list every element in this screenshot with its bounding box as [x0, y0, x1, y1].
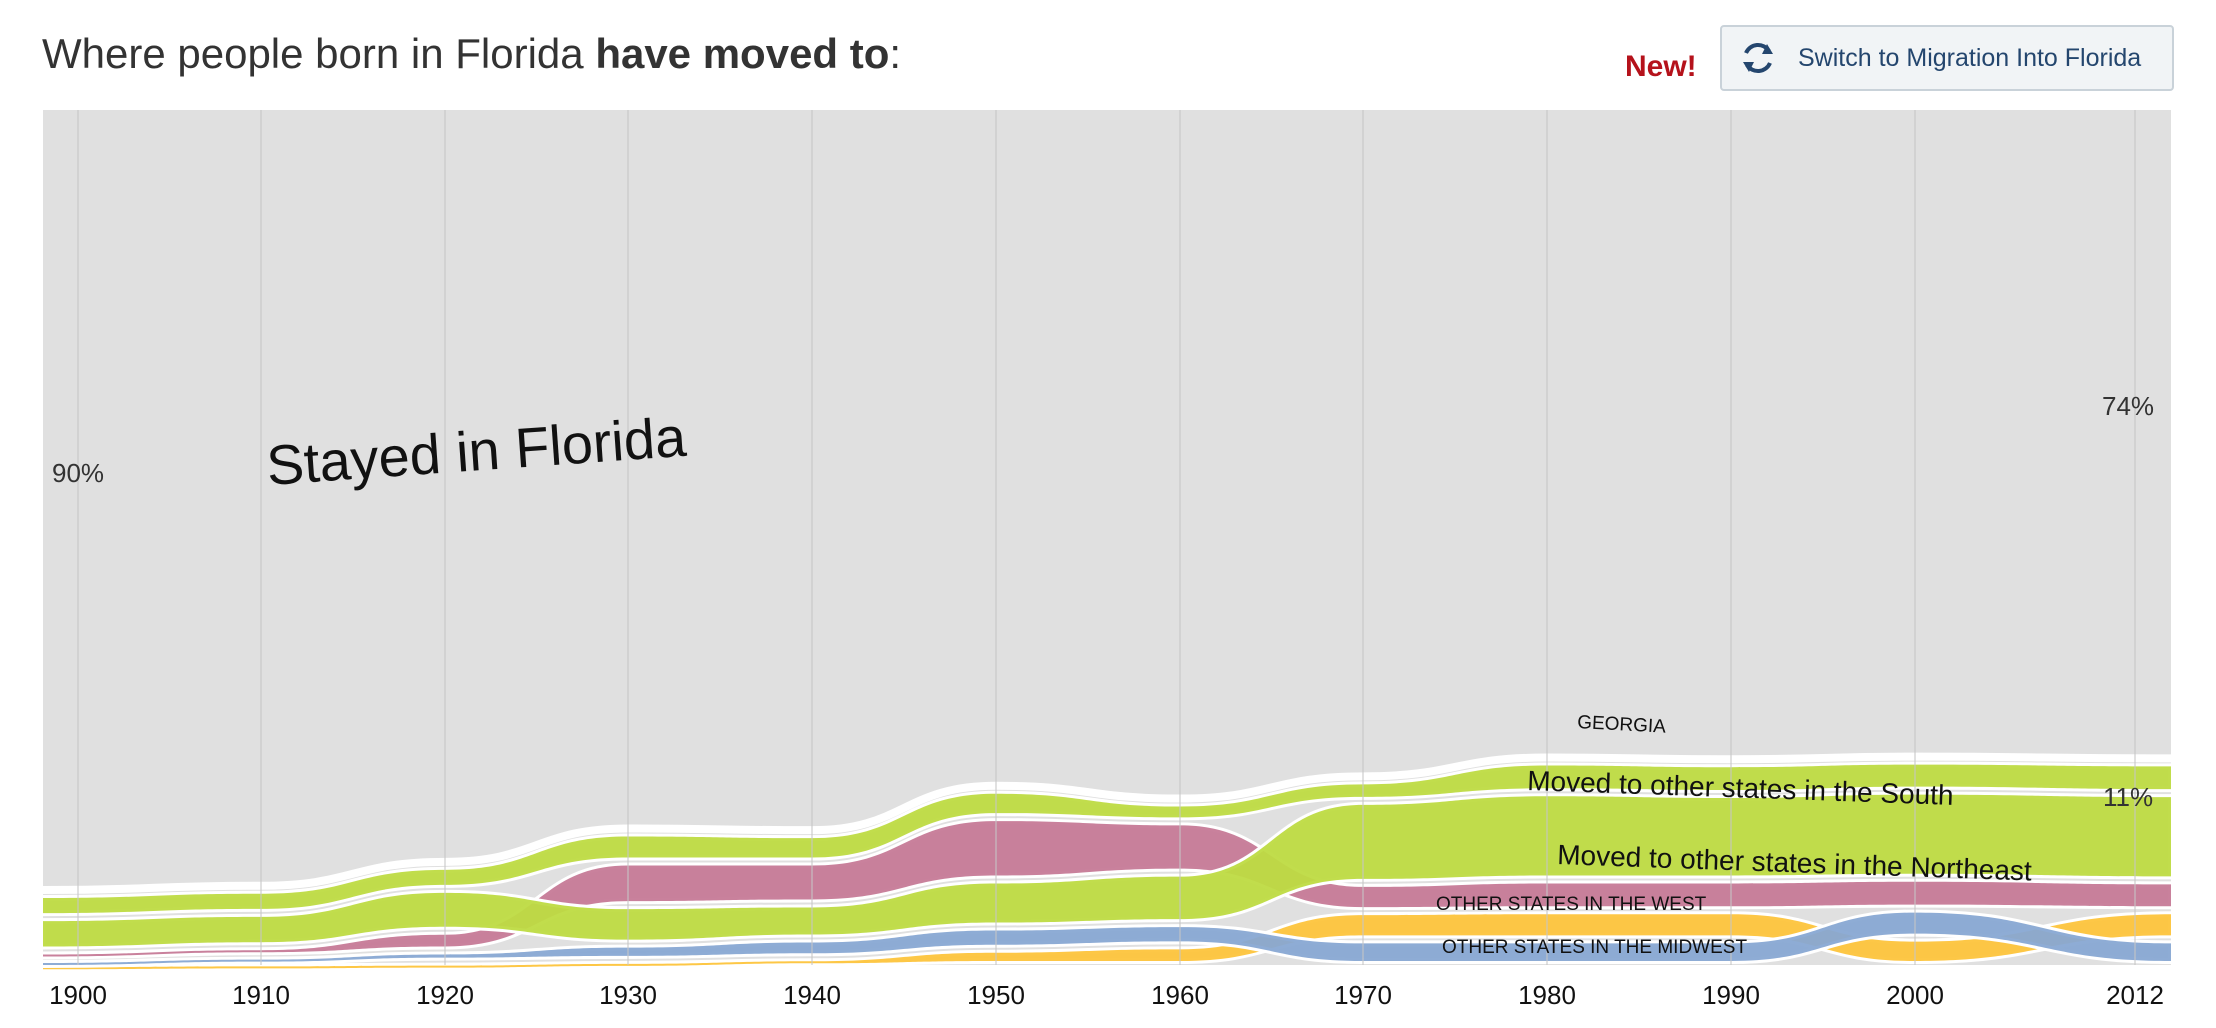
- label-end-south: 11%: [2103, 782, 2153, 812]
- label-georgia: GEORGIA: [1577, 712, 1667, 738]
- switch-migration-button[interactable]: Switch to Migration Into Florida: [1720, 25, 2174, 91]
- gridlines-overlay: [77, 110, 2136, 965]
- stayed-boundary: [42, 752, 2172, 895]
- x-tick-label-1900: 1900: [49, 980, 107, 1010]
- label-start-value: 90%: [52, 458, 104, 488]
- label-end-stayed: 74%: [2102, 391, 2154, 421]
- stream-midwest[interactable]: [40, 909, 2174, 969]
- chart-streams: [40, 110, 2174, 973]
- x-axis: 1900 1910 1920 1930 1940 1950 1960 1970 1980 1990…: [49, 980, 2164, 1010]
- x-tick-label-1970: 1970: [1334, 980, 1392, 1010]
- refresh-icon: [1743, 43, 1773, 73]
- x-tick-label-1940: 1940: [783, 980, 841, 1010]
- title-suffix: :: [889, 30, 902, 77]
- x-tick-label-1990: 1990: [1702, 980, 1760, 1010]
- x-tick-label-1960: 1960: [1151, 980, 1209, 1010]
- label-west: OTHER STATES IN THE WEST: [1436, 894, 1707, 915]
- x-tick-label-1930: 1930: [599, 980, 657, 1010]
- new-badge: New!: [1625, 50, 1697, 83]
- title-bold: have moved to: [595, 30, 890, 77]
- x-tick-label-1950: 1950: [967, 980, 1025, 1010]
- x-tick-label-2012: 2012: [2106, 980, 2164, 1010]
- label-midwest: OTHER STATES IN THE MIDWEST: [1442, 937, 1747, 958]
- title-regular: Where people born in Florida: [42, 30, 596, 77]
- x-tick-label-1910: 1910: [232, 980, 290, 1010]
- stream-south[interactable]: [40, 791, 2174, 950]
- switch-button-label: Switch to Migration Into Florida: [1798, 43, 2142, 72]
- stream-georgia[interactable]: [40, 761, 2174, 917]
- x-tick-label-1920: 1920: [416, 980, 474, 1010]
- x-tick-label-1980: 1980: [1518, 980, 1576, 1010]
- page-title: Where people born in Florida have moved …: [42, 30, 901, 78]
- stream-west[interactable]: [40, 911, 2174, 973]
- stream-northeast[interactable]: [40, 818, 2174, 960]
- x-tick-label-2000: 2000: [1886, 980, 1944, 1010]
